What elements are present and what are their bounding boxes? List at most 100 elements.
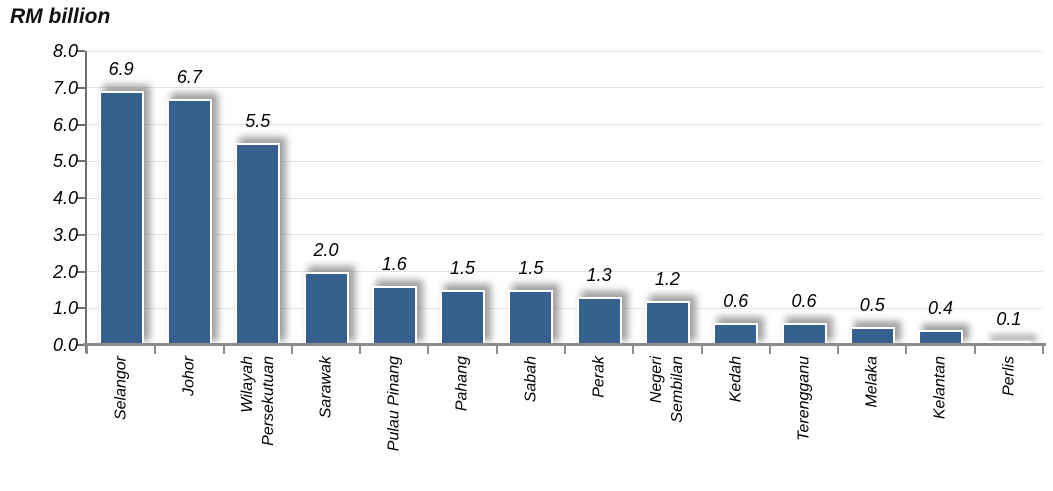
x-axis-label-cell: Sabah xyxy=(497,356,565,491)
x-axis-label-cell: Wilayah Persekutuan xyxy=(224,356,292,491)
bar xyxy=(644,300,690,345)
x-axis-label: Sarawak xyxy=(317,356,335,419)
x-axis-label-cell: Negeri Sembilan xyxy=(633,356,701,491)
bar-value-label: 6.9 xyxy=(108,59,134,80)
x-axis-label-cell: Perlis xyxy=(975,356,1043,491)
gridline xyxy=(87,197,1043,199)
gridline xyxy=(87,271,1043,272)
x-axis-label: Negeri Sembilan xyxy=(648,356,687,423)
bar xyxy=(508,289,554,345)
x-axis-label: Pulau Pinang xyxy=(385,356,403,452)
x-axis-label: Kelantan xyxy=(931,356,949,420)
x-axis-label-cell: Terengganu xyxy=(770,356,838,491)
gridline xyxy=(87,307,1043,309)
x-axis-label: Johor xyxy=(180,356,198,397)
bar-value-label: 1.3 xyxy=(586,265,612,286)
bar xyxy=(576,297,622,345)
y-axis-tick xyxy=(77,160,85,163)
x-axis-label-cell: Perak xyxy=(565,356,633,491)
x-axis-tick xyxy=(359,346,362,354)
x-axis-label-cell: Kelantan xyxy=(906,356,974,491)
x-axis-tick xyxy=(905,346,908,354)
y-axis-tick-label: 5.0 xyxy=(52,151,78,172)
y-axis-tick xyxy=(77,86,85,89)
x-axis-tick xyxy=(154,346,157,354)
bar-value-label: 1.5 xyxy=(450,257,476,278)
bar xyxy=(440,289,486,345)
x-axis-label-cell: Sarawak xyxy=(292,356,360,491)
x-axis-label-cell: Johor xyxy=(155,356,223,491)
x-axis-tick xyxy=(86,346,88,354)
y-axis-tick xyxy=(77,123,85,126)
x-axis-label: Wilayah Persekutuan xyxy=(238,356,277,446)
y-axis-tick-label: 4.0 xyxy=(52,188,78,208)
y-axis-tick xyxy=(77,307,85,310)
bar xyxy=(98,91,144,345)
bar-value-label: 5.5 xyxy=(245,110,271,131)
x-axis-label: Sabah xyxy=(522,356,540,403)
bar xyxy=(235,142,281,345)
gridline xyxy=(87,87,1043,89)
gridline xyxy=(87,50,1043,52)
y-axis-tick-label: 7.0 xyxy=(52,77,78,98)
x-axis-label: Melaka xyxy=(863,356,881,408)
y-axis-tick xyxy=(77,50,85,52)
x-axis-tick xyxy=(700,346,703,354)
bar-value-label: 0.1 xyxy=(996,309,1022,330)
bar xyxy=(781,322,827,345)
x-axis-tick xyxy=(427,346,430,354)
bar xyxy=(849,326,895,345)
gridline xyxy=(87,234,1043,236)
gridline xyxy=(87,160,1043,162)
chart-title: RM billion xyxy=(10,5,111,28)
x-axis-tick xyxy=(222,346,225,354)
x-axis-label: Kedah xyxy=(727,356,745,403)
plot-area xyxy=(77,50,1046,354)
y-axis-tick xyxy=(77,270,85,273)
x-axis-label: Selangor xyxy=(112,356,130,421)
y-axis-tick-label: 1.0 xyxy=(52,298,78,319)
x-axis-label: Pahang xyxy=(453,356,471,412)
x-axis-label-cell: Pahang xyxy=(428,356,496,491)
y-axis-tick-label: 6.0 xyxy=(52,114,78,135)
bar-value-label: 1.6 xyxy=(381,254,407,275)
y-axis-tick xyxy=(77,233,85,236)
bar xyxy=(713,322,759,345)
bar-value-label: 0.5 xyxy=(859,294,885,315)
x-axis-tick xyxy=(564,346,566,354)
x-axis-tick xyxy=(495,346,498,354)
x-axis-tick xyxy=(1042,346,1044,354)
x-axis-label-cell: Pulau Pinang xyxy=(360,356,428,491)
x-axis-label-cell: Kedah xyxy=(702,356,770,491)
y-axis-line xyxy=(85,51,87,353)
x-axis-line xyxy=(83,343,1046,346)
bar-value-label: 2.0 xyxy=(313,239,339,260)
y-axis-tick xyxy=(77,344,85,346)
y-axis-tick-label: 3.0 xyxy=(52,224,78,245)
bar-value-label: 0.6 xyxy=(791,290,817,311)
bar-value-label: 1.2 xyxy=(654,268,680,289)
x-axis-tick xyxy=(973,346,976,354)
y-axis-tick-label: 0.0 xyxy=(52,335,78,355)
x-axis-label: Perlis xyxy=(1000,356,1018,397)
x-axis-tick xyxy=(837,346,840,354)
x-axis-label: Terengganu xyxy=(795,356,813,441)
y-axis-tick-label: 8.0 xyxy=(52,41,78,61)
bar-value-label: 0.6 xyxy=(723,290,749,311)
x-axis-tick xyxy=(632,346,635,354)
y-axis-tick-label: 2.0 xyxy=(52,261,78,282)
bar xyxy=(166,98,212,345)
gridline xyxy=(87,124,1043,125)
x-axis-tick xyxy=(768,346,771,354)
bar xyxy=(918,330,964,345)
y-axis-tick xyxy=(77,197,85,199)
bar-value-label: 1.5 xyxy=(518,257,544,278)
x-axis-tick xyxy=(290,346,293,354)
x-axis-label-cell: Selangor xyxy=(87,356,155,491)
x-axis-label-cell: Melaka xyxy=(838,356,906,491)
bar xyxy=(303,271,349,345)
bar-value-label: 6.7 xyxy=(176,66,202,87)
x-axis-label: Perak xyxy=(590,356,608,398)
bar xyxy=(371,286,417,345)
